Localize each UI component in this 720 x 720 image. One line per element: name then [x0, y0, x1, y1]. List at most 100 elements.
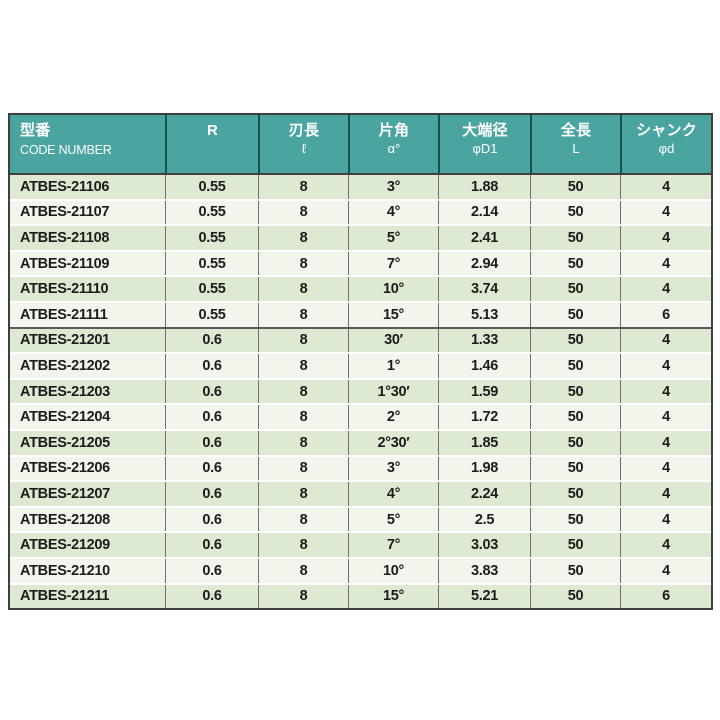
table-cell: ATBES-21205: [20, 434, 110, 451]
table-cell: 4: [620, 328, 711, 353]
table-cell: 50: [530, 456, 620, 481]
table-cell: 50: [530, 430, 620, 455]
table-cell: 8: [258, 200, 348, 225]
table-cell: 0.6: [165, 533, 258, 557]
column-subtitle: CODE NUMBER: [20, 143, 112, 158]
table-cell: 0.6: [165, 558, 258, 583]
table-cell: 0.55: [165, 226, 258, 250]
table-cell: 50: [530, 277, 620, 301]
table-cell: 4: [620, 430, 711, 455]
table-cell: 8: [258, 482, 348, 506]
table-cell: 7°: [348, 251, 438, 276]
table-cell: 0.6: [165, 430, 258, 455]
column-header-flute-length: 刃長 ℓ: [258, 115, 348, 173]
table-header-row: 型番 CODE NUMBER R 刃長 ℓ 片角 α° 大端径 φD1 全長 L シャンク φd: [10, 115, 711, 175]
column-header-large-end-dia: 大端径 φD1: [438, 115, 530, 173]
table-row: ATBES-21202 0.6 8 1° 1.46 50 4: [10, 352, 711, 378]
table-row: ATBES-21210 0.6 8 10° 3.83 50 4: [10, 556, 711, 583]
table-cell: 5°: [348, 507, 438, 532]
table-cell: 1.88: [438, 175, 530, 199]
table-cell: 1.72: [438, 405, 530, 429]
table-cell: 2°: [348, 405, 438, 429]
table-cell: 8: [258, 277, 348, 301]
table-cell: 50: [530, 302, 620, 327]
table-row: ATBES-21204 0.6 8 2° 1.72 50 4: [10, 403, 711, 429]
table-cell: 4: [620, 533, 711, 557]
table-row: ATBES-21208 0.6 8 5° 2.5 50 4: [10, 505, 711, 532]
table-body: ATBES-21106 0.55 8 3° 1.88 50 4 ATBES-21107 0.55…: [10, 175, 711, 609]
column-subtitle: φD1: [472, 141, 498, 157]
table-cell: 8: [258, 302, 348, 327]
table-row: ATBES-21207 0.6 8 4° 2.24 50 4: [10, 480, 711, 506]
table-cell: ATBES-21209: [20, 537, 110, 554]
table-cell: ATBES-21201: [20, 332, 110, 349]
table-cell: 7°: [348, 533, 438, 557]
table-cell: 2.24: [438, 482, 530, 506]
table-cell: 3.74: [438, 277, 530, 301]
table-cell: 0.55: [165, 302, 258, 327]
table-cell: 8: [258, 507, 348, 532]
table-cell: 50: [530, 533, 620, 557]
table-cell: 8: [258, 175, 348, 199]
table-cell: 4: [620, 379, 711, 404]
column-subtitle: ℓ: [301, 141, 307, 157]
table-cell: ATBES-21111: [20, 306, 108, 323]
column-title: R: [206, 122, 219, 139]
table-cell: 1°: [348, 354, 438, 378]
table-cell: 0.6: [165, 507, 258, 532]
column-header-r: R: [165, 115, 258, 173]
table-cell: 8: [258, 226, 348, 250]
column-title: シャンク: [636, 122, 697, 139]
column-title: 全長: [560, 122, 592, 139]
table-cell: 0.6: [165, 482, 258, 506]
table-row: ATBES-21108 0.55 8 5° 2.41 50 4: [10, 224, 711, 250]
table-row: ATBES-21203 0.6 8 1°30′ 1.59 50 4: [10, 377, 711, 404]
table-cell: 4: [620, 405, 711, 429]
table-cell: 8: [258, 533, 348, 557]
table-cell: 50: [530, 584, 620, 609]
table-row: ATBES-21211 0.6 8 15° 5.21 50 6: [10, 582, 711, 609]
table-cell: 2.14: [438, 200, 530, 225]
table-cell: 4: [620, 251, 711, 276]
table-row: ATBES-21205 0.6 8 2°30′ 1.85 50 4: [10, 428, 711, 455]
table-cell: 0.6: [165, 354, 258, 378]
table-cell: ATBES-21202: [20, 357, 110, 374]
table-cell: ATBES-21108: [20, 229, 110, 246]
table-cell: 4°: [348, 200, 438, 225]
table-cell: 0.55: [165, 277, 258, 301]
table-cell: ATBES-21206: [20, 460, 110, 477]
table-cell: 8: [258, 251, 348, 276]
table-cell: 0.55: [165, 175, 258, 199]
table-row: ATBES-21209 0.6 8 7° 3.03 50 4: [10, 531, 711, 557]
table-cell: 4°: [348, 482, 438, 506]
table-cell: 2.5: [438, 507, 530, 532]
table-cell: 2.41: [438, 226, 530, 250]
table-cell: 0.6: [165, 379, 258, 404]
table-row: ATBES-21107 0.55 8 4° 2.14 50 4: [10, 198, 711, 225]
table-cell: 50: [530, 251, 620, 276]
table-row: ATBES-21111 0.55 8 15° 5.13 50 6: [10, 300, 711, 327]
table-cell: 4: [620, 226, 711, 250]
table-cell: 6: [620, 302, 711, 327]
table-cell: 1.85: [438, 430, 530, 455]
table-cell: 8: [258, 584, 348, 609]
table-cell: 8: [258, 405, 348, 429]
table-cell: 4: [620, 558, 711, 583]
column-subtitle: φd: [658, 141, 675, 157]
table-cell: 6: [620, 584, 711, 609]
table-cell: 0.6: [165, 456, 258, 481]
table-row: ATBES-21206 0.6 8 3° 1.98 50 4: [10, 454, 711, 481]
table-cell: 15°: [348, 302, 438, 327]
table-cell: ATBES-21107: [20, 204, 110, 221]
table-cell: 4: [620, 175, 711, 199]
table-cell: ATBES-21207: [20, 485, 110, 502]
column-title: 刃長: [288, 122, 320, 139]
table-cell: ATBES-21109: [20, 255, 110, 272]
table-cell: 50: [530, 482, 620, 506]
table-cell: 8: [258, 328, 348, 353]
table-cell: 1°30′: [348, 379, 438, 404]
table-cell: 8: [258, 354, 348, 378]
table-cell: 3°: [348, 456, 438, 481]
table-cell: 0.6: [165, 584, 258, 609]
